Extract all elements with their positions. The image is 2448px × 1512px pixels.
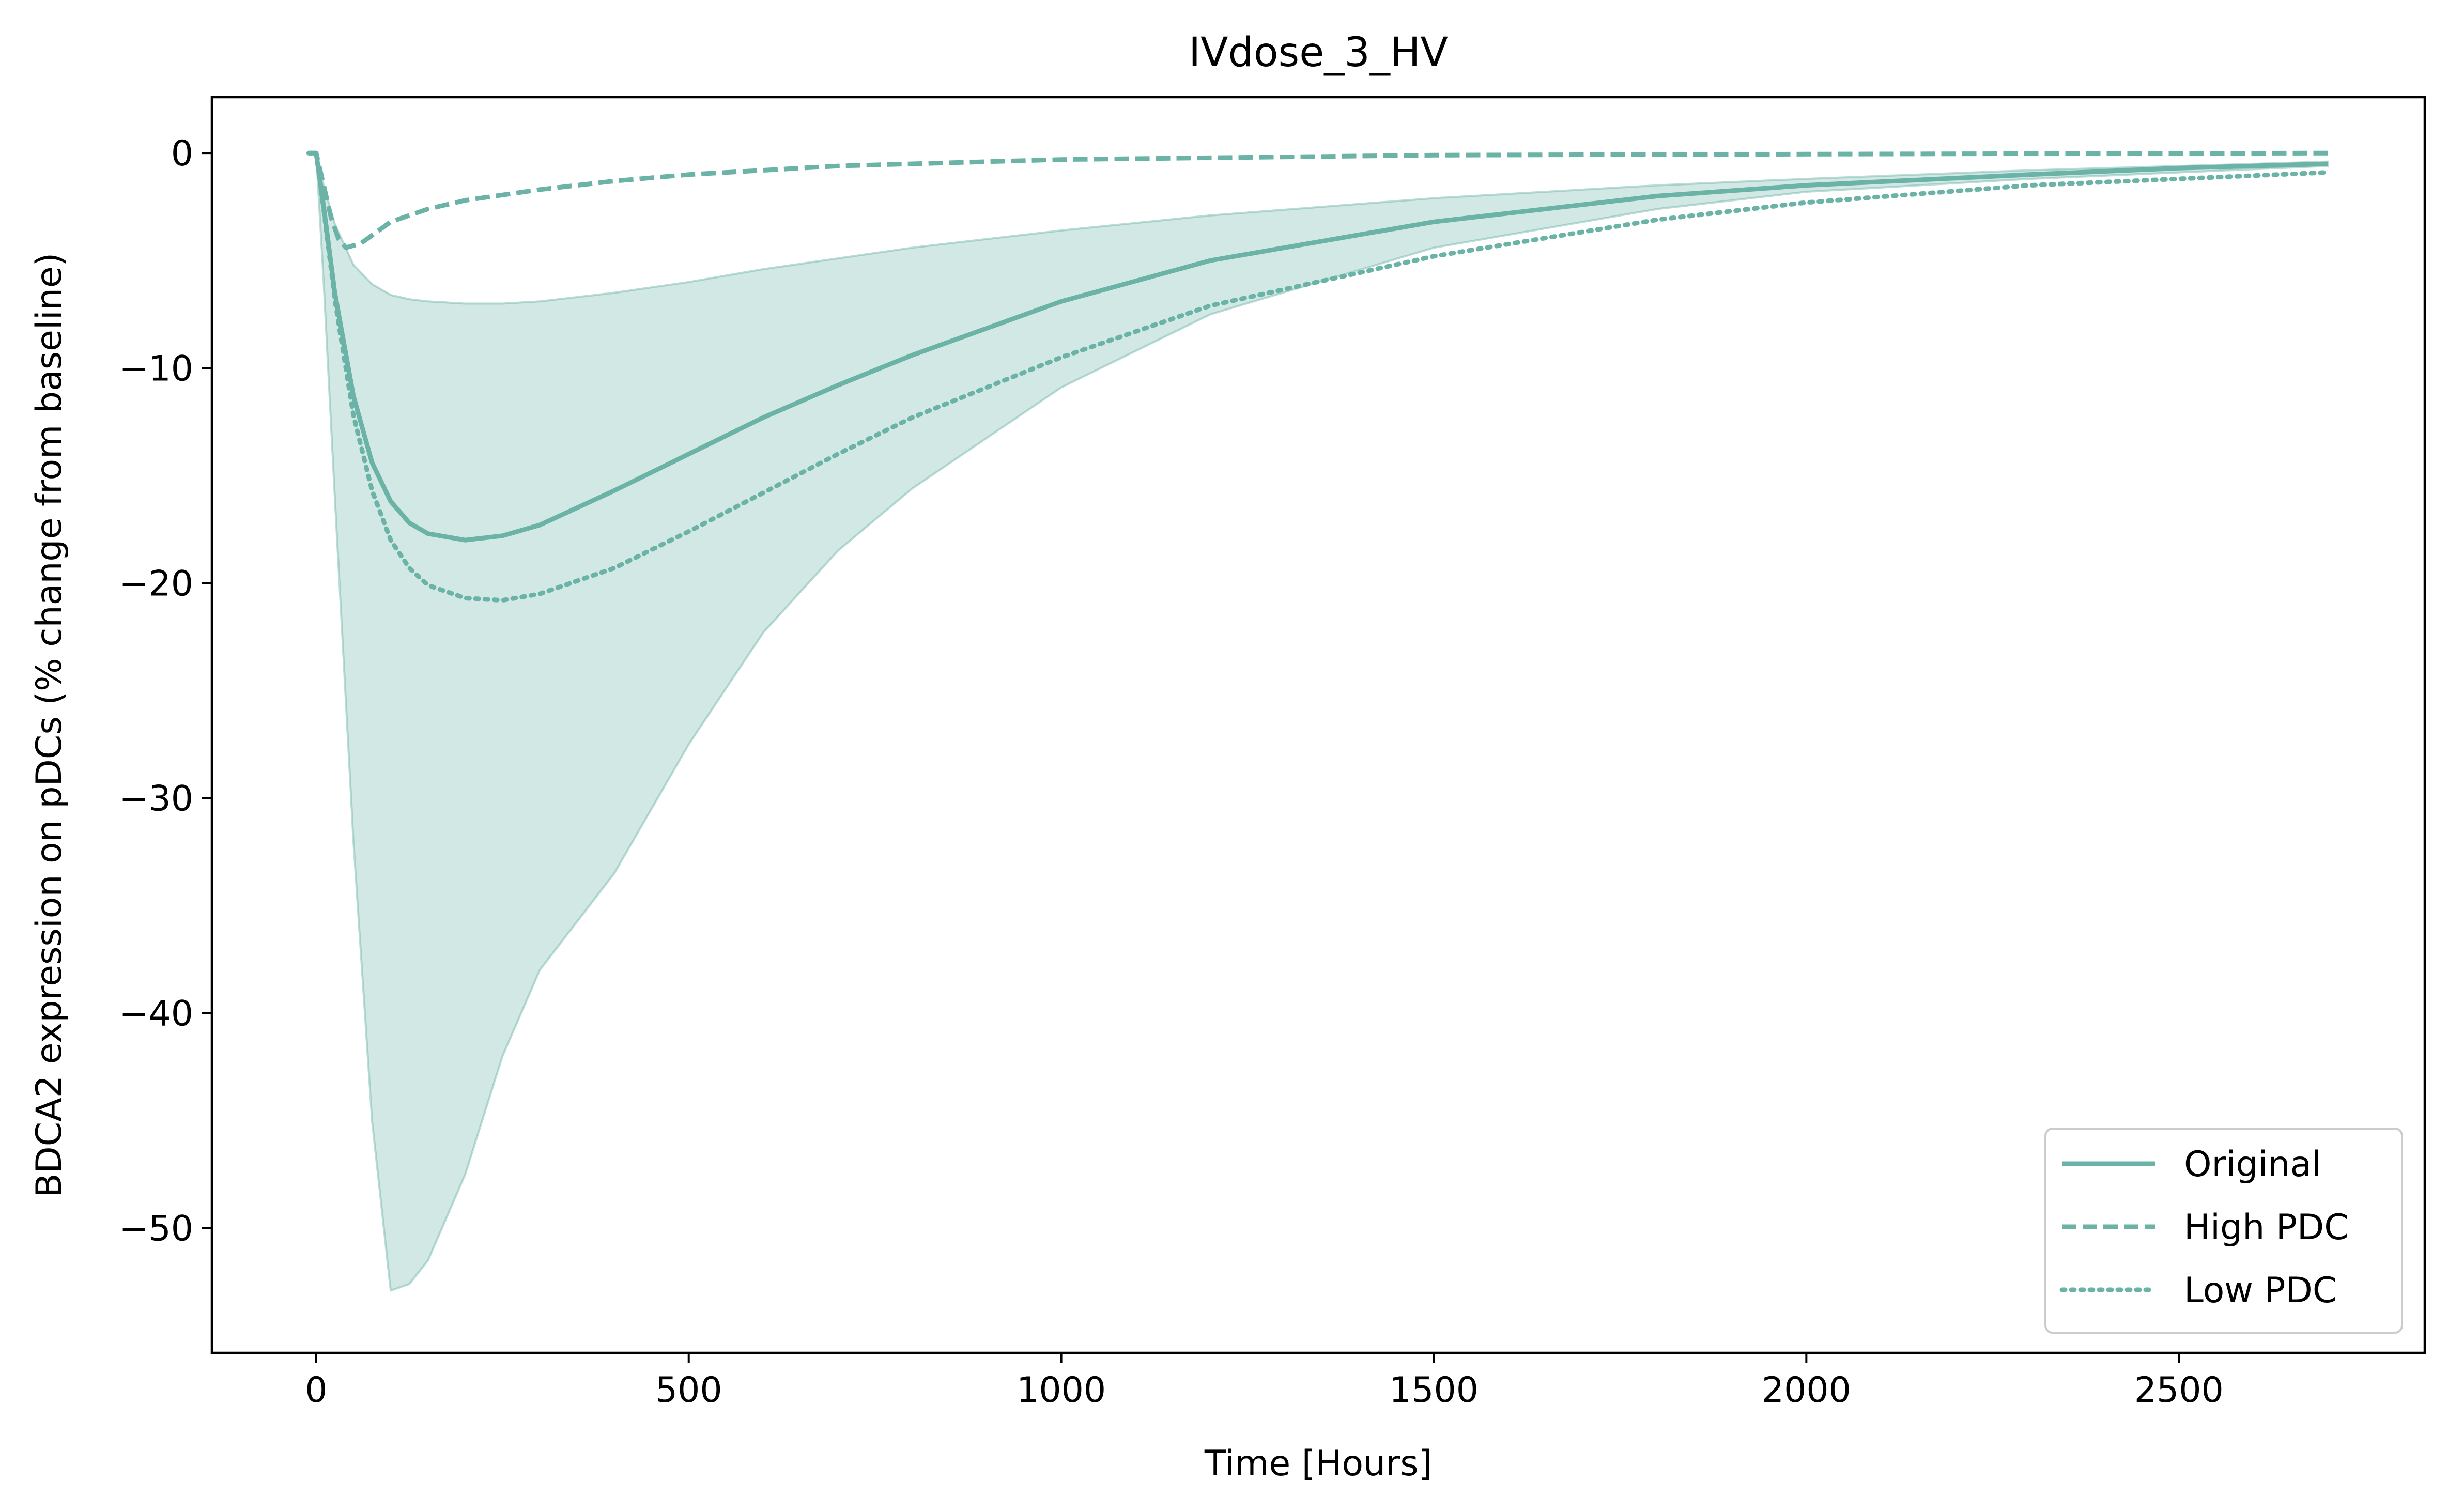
- series-line-low-pdc: [306, 150, 2331, 603]
- x-tick-label: 500: [655, 1370, 722, 1411]
- legend: Original High PDC Low PDC: [2044, 1128, 2403, 1334]
- x-axis-ticks: 0 500 1000 1500 2000 2500: [305, 1353, 2224, 1411]
- x-axis-label: Time [Hours]: [1204, 1443, 1432, 1484]
- y-tick-label: −30: [119, 778, 193, 819]
- y-tick-label: −20: [119, 563, 193, 604]
- axes-frame: [210, 96, 2426, 1354]
- y-tick-label: 0: [171, 133, 193, 174]
- x-tick-label: 2500: [2134, 1370, 2224, 1411]
- y-tick-label: −10: [119, 348, 193, 389]
- x-tick-label: 1500: [1389, 1370, 1479, 1411]
- legend-items: Original High PDC Low PDC: [2059, 1144, 2349, 1311]
- y-axis-label: BDCA2 expression on pDCs (% change from …: [29, 253, 70, 1198]
- x-tick-label: 2000: [1762, 1370, 1851, 1411]
- legend-label: Original: [2184, 1144, 2321, 1185]
- series-line-original: [309, 150, 2328, 543]
- y-tick-label: −50: [119, 1209, 193, 1249]
- series-layer: [306, 150, 2331, 603]
- legend-label: Low PDC: [2184, 1270, 2337, 1311]
- legend-label: High PDC: [2184, 1207, 2349, 1248]
- series-line-high-pdc: [309, 150, 2328, 250]
- y-axis-ticks: 0 −10 −20 −30 −40 −50: [119, 133, 212, 1249]
- x-tick-label: 0: [305, 1370, 327, 1411]
- legend-frame: [2044, 1128, 2403, 1334]
- y-tick-label: −40: [119, 994, 193, 1035]
- x-tick-label: 1000: [1017, 1370, 1106, 1411]
- chart-title: IVdose_3_HV: [1189, 29, 1448, 76]
